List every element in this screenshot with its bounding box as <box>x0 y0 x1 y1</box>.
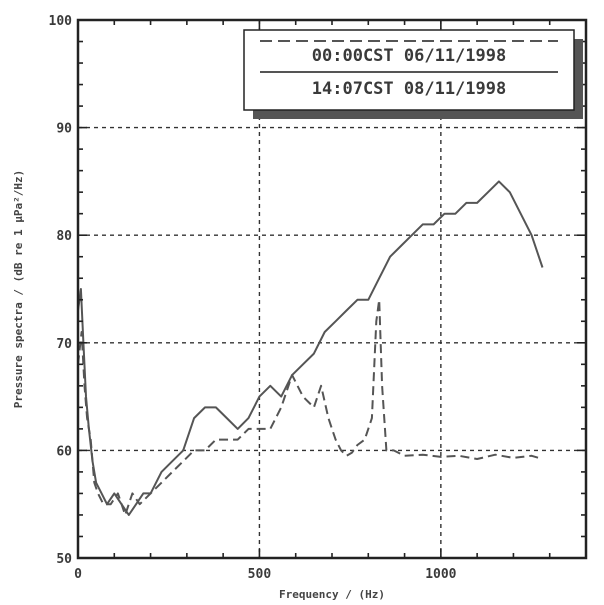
series-line-2 <box>77 180 544 516</box>
y-tick-label-2: 70 <box>56 337 72 352</box>
x-axis-label: Frequency / (Hz) <box>279 588 385 601</box>
legend-label-series-2: 14:07CST 08/11/1998 <box>312 79 506 99</box>
x-tick-label-0: 0 <box>74 567 82 582</box>
legend: 00:00CST 06/11/1998 14:07CST 08/11/1998 <box>243 29 583 119</box>
legend-label-series-1: 00:00CST 06/11/1998 <box>312 46 506 66</box>
y-tick-label-4: 90 <box>56 122 72 137</box>
x-tick-label-2: 1000 <box>425 567 456 582</box>
y-tick-label-5: 100 <box>49 14 73 29</box>
y-axis-label: Pressure spectra / (dB re 1 μPa²/Hz) <box>12 170 25 408</box>
series-lines <box>77 180 544 516</box>
axis-ticks <box>77 19 587 559</box>
y-tick-label-0: 50 <box>56 552 72 567</box>
x-tick-label-1: 500 <box>248 567 272 582</box>
series-line-1 <box>77 298 543 516</box>
y-tick-label-1: 60 <box>56 444 72 459</box>
legend-box <box>243 29 575 111</box>
y-tick-label-3: 80 <box>56 229 72 244</box>
